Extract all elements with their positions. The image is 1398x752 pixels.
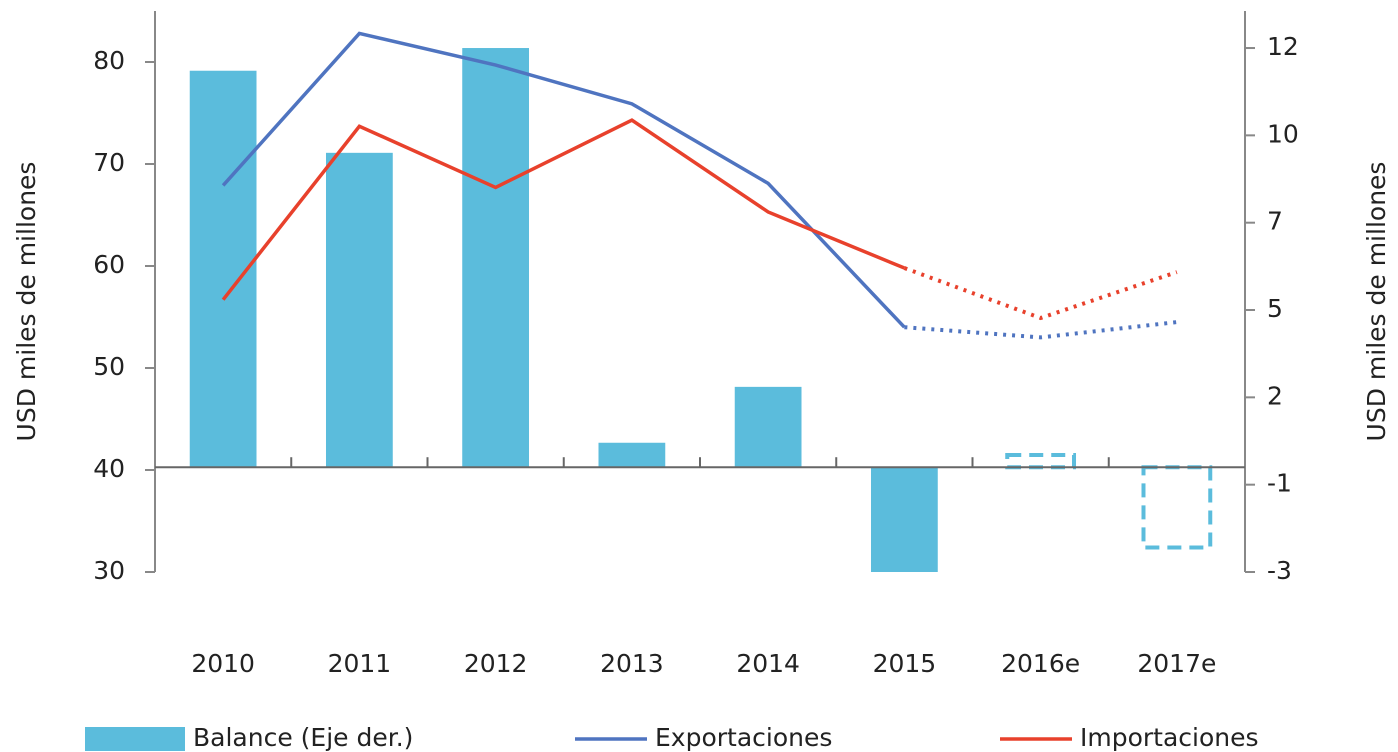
legend-label: Exportaciones [655, 723, 832, 752]
bar [598, 442, 666, 468]
x-tick-label: 2014 [736, 649, 800, 678]
line [221, 31, 906, 329]
bar [1141, 465, 1213, 550]
y2-tick-label: 10 [1267, 119, 1299, 148]
y2-tick-label: 12 [1267, 32, 1299, 61]
legend-label: Importaciones [1080, 723, 1259, 752]
x-tick-label: 2015 [873, 649, 937, 678]
bar [1005, 452, 1077, 470]
y-tick-label: 70 [93, 148, 125, 177]
bar [462, 48, 530, 468]
x-tick-label: 2011 [328, 649, 392, 678]
x-tick-label: 2017e [1137, 649, 1216, 678]
y2-axis-title: USD miles de millones [1362, 162, 1391, 442]
line-estimate [904, 320, 1178, 340]
x-tick-label: 2012 [464, 649, 528, 678]
legend-swatch [85, 727, 185, 751]
bar [325, 152, 393, 468]
y2-tick-label: 5 [1267, 294, 1283, 323]
x-tick-label: 2013 [600, 649, 664, 678]
legend-label: Balance (Eje der.) [193, 723, 413, 752]
x-tick-label: 2010 [191, 649, 255, 678]
y-tick-label: 60 [93, 250, 125, 279]
bar [870, 467, 938, 572]
y-tick-label: 80 [93, 46, 125, 75]
line-estimate [903, 266, 1178, 321]
y2-tick-label: -3 [1267, 556, 1292, 585]
y2-tick-label: -1 [1267, 469, 1292, 498]
y-tick-label: 50 [93, 352, 125, 381]
line [221, 118, 906, 301]
bar [734, 386, 802, 468]
y-axis-title: USD miles de millones [12, 162, 41, 442]
x-tick-label: 2016e [1001, 649, 1080, 678]
y2-tick-label: 2 [1267, 381, 1283, 410]
y-tick-label: 40 [93, 454, 125, 483]
y-tick-label: 30 [93, 556, 125, 585]
y2-tick-label: 7 [1267, 207, 1283, 236]
